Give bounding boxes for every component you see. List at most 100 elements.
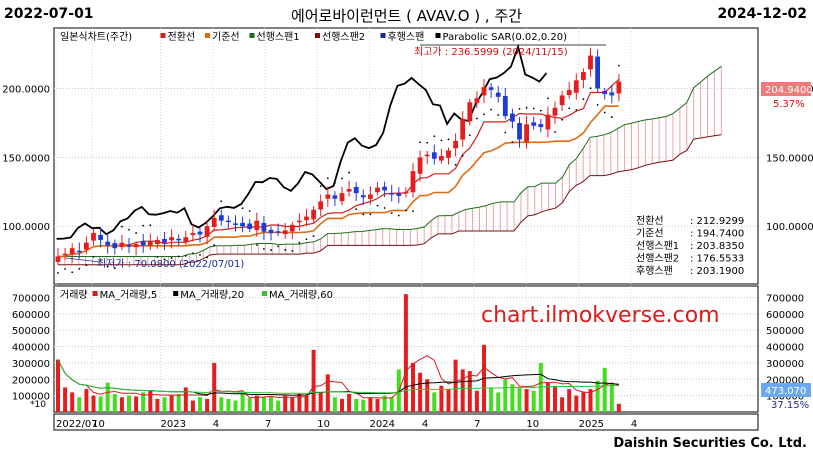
candle-body [403,191,409,194]
candle-body [339,193,345,202]
candle-body [389,193,395,195]
leading-span2-line [58,134,722,266]
volume-bar [567,389,572,412]
candle-body [162,238,167,243]
sar-dot [383,207,386,209]
legend-swatch [249,33,255,38]
sar-dot [312,235,315,238]
candle-body [424,154,430,157]
sar-dot [525,106,528,109]
legend-swatch [92,291,98,296]
candle-body [538,124,544,128]
sar-dot [447,138,450,141]
volume-tick-right: 700000 [766,293,804,304]
x-tick-label: 7 [265,419,271,430]
volume-tick-left: 400000 [12,343,50,354]
candle-body [240,222,245,227]
price-legend-label: 기준선 [212,31,240,43]
volume-bar [389,397,394,412]
sar-dot [291,249,294,252]
candle-body [368,194,373,199]
candle-body [502,96,508,117]
sar-dot [234,206,237,208]
ichimoku-label: 전환선 [636,215,664,227]
high-label: 최고가 : 236.5999 (2024/11/15) [414,46,568,58]
volume-bar [127,395,131,412]
sar-dot [170,257,173,259]
end-date: 2024-12-02 [717,6,807,22]
sar-dot [547,97,549,100]
volume-tick-left: 500000 [12,326,50,337]
volume-tick-right: 500000 [766,326,804,337]
volume-bar [616,403,621,412]
volume-bar [91,395,96,412]
candle-body [410,171,416,193]
overlay-text: 일본식차트(주간) 전환선 기준선 선행스팬1 선행스팬2 후행스팬 Parabolic S… [60,31,813,411]
candle-body [616,81,622,94]
volume-bar [510,384,515,412]
volume-bar [553,385,557,412]
candle-body [353,186,359,194]
volume-bar [112,394,117,412]
candle-body [559,95,565,106]
candle-body [226,220,231,223]
volume-bar [233,400,238,412]
sar-dot [121,225,123,228]
volume-bar [474,390,479,412]
sar-dot [561,118,563,121]
candle-body [98,235,103,240]
ichimoku-label: 선행스팬1 [636,240,679,252]
volume-bar [361,399,366,412]
candle-body [69,248,75,255]
watermark: chart.ilmokverse.com [481,303,720,328]
footer-credit: Daishin Securities Co. Ltd. [613,436,807,451]
sar-dot [298,241,301,244]
indicator-lines [56,43,722,274]
ichimoku-value: : 212.9299 [690,216,744,227]
volume-tick-left: 300000 [12,359,50,370]
candle-body [247,223,253,229]
sar-dot [284,249,287,251]
volume-legend-label: MA_거래량,60 [269,289,333,301]
price-change-pct: 5.37% [773,99,805,110]
candle-body [325,194,331,199]
volume-bar [403,294,408,412]
candle-body [609,92,615,96]
price-tick-left: 100.0000 [2,222,50,233]
x-tick-label: 4 [213,419,219,430]
sar-dot [568,107,571,110]
volume-bar [581,392,586,412]
volume-bar [119,397,124,412]
volume-tick-left: 600000 [12,310,50,321]
sar-dot [241,207,244,210]
volume-bar [148,390,153,412]
legend-swatch [315,33,320,38]
sar-dot [433,135,436,138]
candle-body [382,186,387,191]
candle-body [112,243,118,249]
x-tick-label: 2023 [161,419,186,430]
volume-ma60-line [57,359,619,394]
candle-body [375,187,380,193]
sar-dot [270,249,272,251]
volume-tick-right: 200000 [766,375,804,386]
candle-body [62,253,68,256]
sar-dot [277,245,279,248]
volume-bar [489,387,494,412]
sar-dot [362,213,365,216]
candle-body [140,241,146,246]
sar-dot [177,255,180,258]
volume-bar [311,349,316,412]
candle-body [474,98,480,103]
ichimoku-label: 기준선 [636,228,664,240]
sar-dot [263,247,265,250]
current-price-badge [761,82,811,96]
sar-dot [412,210,414,213]
candle-body [588,55,593,70]
chart-title: 에어로바이런먼트 ( AVAV.O ) , 주간 [290,7,523,25]
candle-body [76,250,82,253]
sar-dot [319,185,322,188]
x-tick-label: 10 [92,419,105,430]
